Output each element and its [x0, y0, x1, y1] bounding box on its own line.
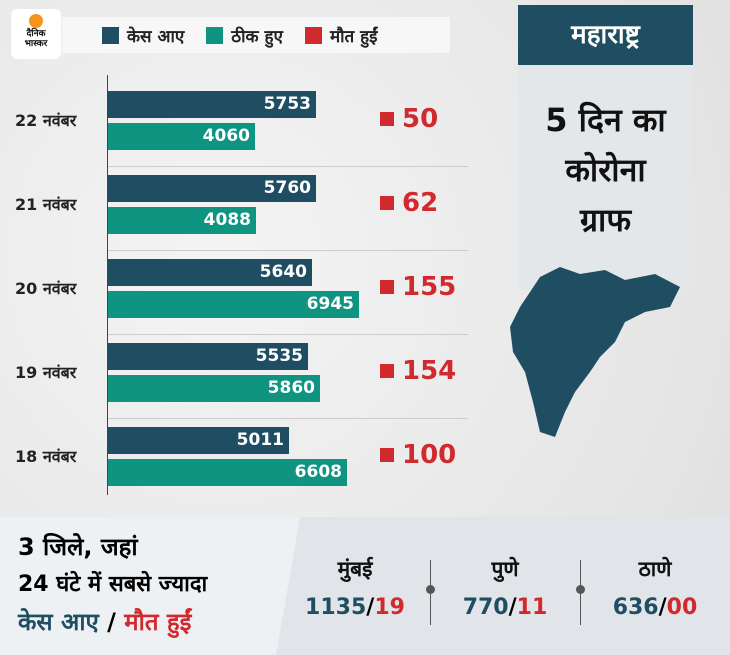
bottom-heading: 24 घंटे में सबसे ज्यादा: [18, 572, 208, 597]
sun-icon: [29, 14, 43, 28]
deaths-value: 100: [402, 440, 457, 470]
divider-dot: [576, 585, 585, 594]
recovered-bar: 4060: [108, 123, 255, 150]
city-name: ठाणे: [638, 557, 672, 581]
date-label: 22 नवंबर: [15, 111, 77, 130]
city-cases: 1135: [305, 595, 367, 620]
legend-label: ठीक हुए: [231, 26, 283, 47]
recovered-bar: 6608: [108, 459, 347, 486]
deaths-label: मौत हुईं: [124, 608, 192, 636]
maharashtra-map: [510, 267, 680, 437]
slash: /: [98, 608, 125, 636]
cases-swatch: [102, 26, 119, 44]
legend-label: मौत हुईं: [329, 26, 378, 47]
deaths-mark: 50: [380, 104, 438, 134]
dainik-bhaskar-logo: दैनिक भास्कर: [11, 9, 61, 59]
y-axis: [107, 75, 108, 495]
city-stat: पुणे 770/11: [430, 555, 580, 620]
logo-text: भास्कर: [24, 39, 48, 49]
logo-text: दैनिक: [26, 29, 46, 39]
title-line: ग्राफ: [579, 201, 631, 239]
cases-bar: 5535: [108, 343, 308, 370]
divider-dot: [426, 585, 435, 594]
date-label: 21 नवंबर: [15, 195, 77, 214]
deaths-swatch: [380, 196, 394, 210]
deaths-swatch: [304, 26, 322, 44]
deaths-value: 154: [402, 356, 457, 386]
legend: केस आए ठीक हुए मौत हुईं: [62, 17, 450, 53]
title-line: कोरोना: [565, 151, 646, 189]
slash: /: [658, 595, 667, 620]
city-deaths: 11: [516, 595, 548, 620]
deaths-swatch: [380, 112, 394, 126]
date-label: 18 नवंबर: [15, 447, 77, 466]
city-name: पुणे: [491, 557, 519, 581]
graph-title: 5 दिन का कोरोना ग्राफ: [518, 95, 693, 245]
legend-cases: केस आए: [102, 24, 184, 47]
deaths-mark: 154: [380, 356, 456, 386]
state-title: महाराष्ट्र: [518, 5, 693, 65]
cases-bar: 5640: [108, 259, 312, 286]
slash: /: [366, 595, 375, 620]
recovered-swatch: [206, 26, 224, 44]
gridline: [108, 418, 468, 419]
bottom-heading: 3 जिले, जहां: [18, 533, 138, 561]
deaths-mark: 100: [380, 440, 456, 470]
gridline: [108, 166, 468, 167]
deaths-swatch: [380, 364, 394, 378]
cases-bar: 5011: [108, 427, 289, 454]
city-stat: ठाणे 636/00: [580, 555, 730, 620]
deaths-swatch: [380, 448, 394, 462]
city-stat: मुंबई 1135/19: [280, 555, 430, 620]
recovered-bar: 6945: [108, 291, 359, 318]
deaths-swatch: [380, 280, 394, 294]
deaths-value: 155: [402, 272, 457, 302]
city-deaths: 00: [666, 595, 698, 620]
title-line: 5 दिन का: [545, 101, 666, 139]
date-label: 19 नवंबर: [15, 363, 77, 382]
recovered-bar: 4088: [108, 207, 256, 234]
deaths-value: 50: [402, 104, 439, 134]
deaths-value: 62: [402, 188, 439, 218]
date-label: 20 नवंबर: [15, 279, 77, 298]
legend-deaths: मौत हुईं: [304, 24, 378, 47]
slash: /: [508, 595, 517, 620]
gridline: [108, 334, 468, 335]
recovered-bar: 5860: [108, 375, 320, 402]
cases-bar: 5753: [108, 91, 316, 118]
cases-bar: 5760: [108, 175, 316, 202]
city-name: मुंबई: [337, 557, 373, 581]
gridline: [108, 250, 468, 251]
deaths-mark: 155: [380, 272, 456, 302]
title-panel: [518, 65, 693, 290]
deaths-mark: 62: [380, 188, 438, 218]
cases-label: केस आए: [18, 608, 99, 636]
city-cases: 770: [462, 595, 509, 620]
city-cases: 636: [612, 595, 659, 620]
bottom-left-panel: [0, 517, 300, 655]
legend-recovered: ठीक हुए: [206, 24, 283, 47]
city-deaths: 19: [374, 595, 405, 620]
legend-label: केस आए: [127, 26, 185, 47]
